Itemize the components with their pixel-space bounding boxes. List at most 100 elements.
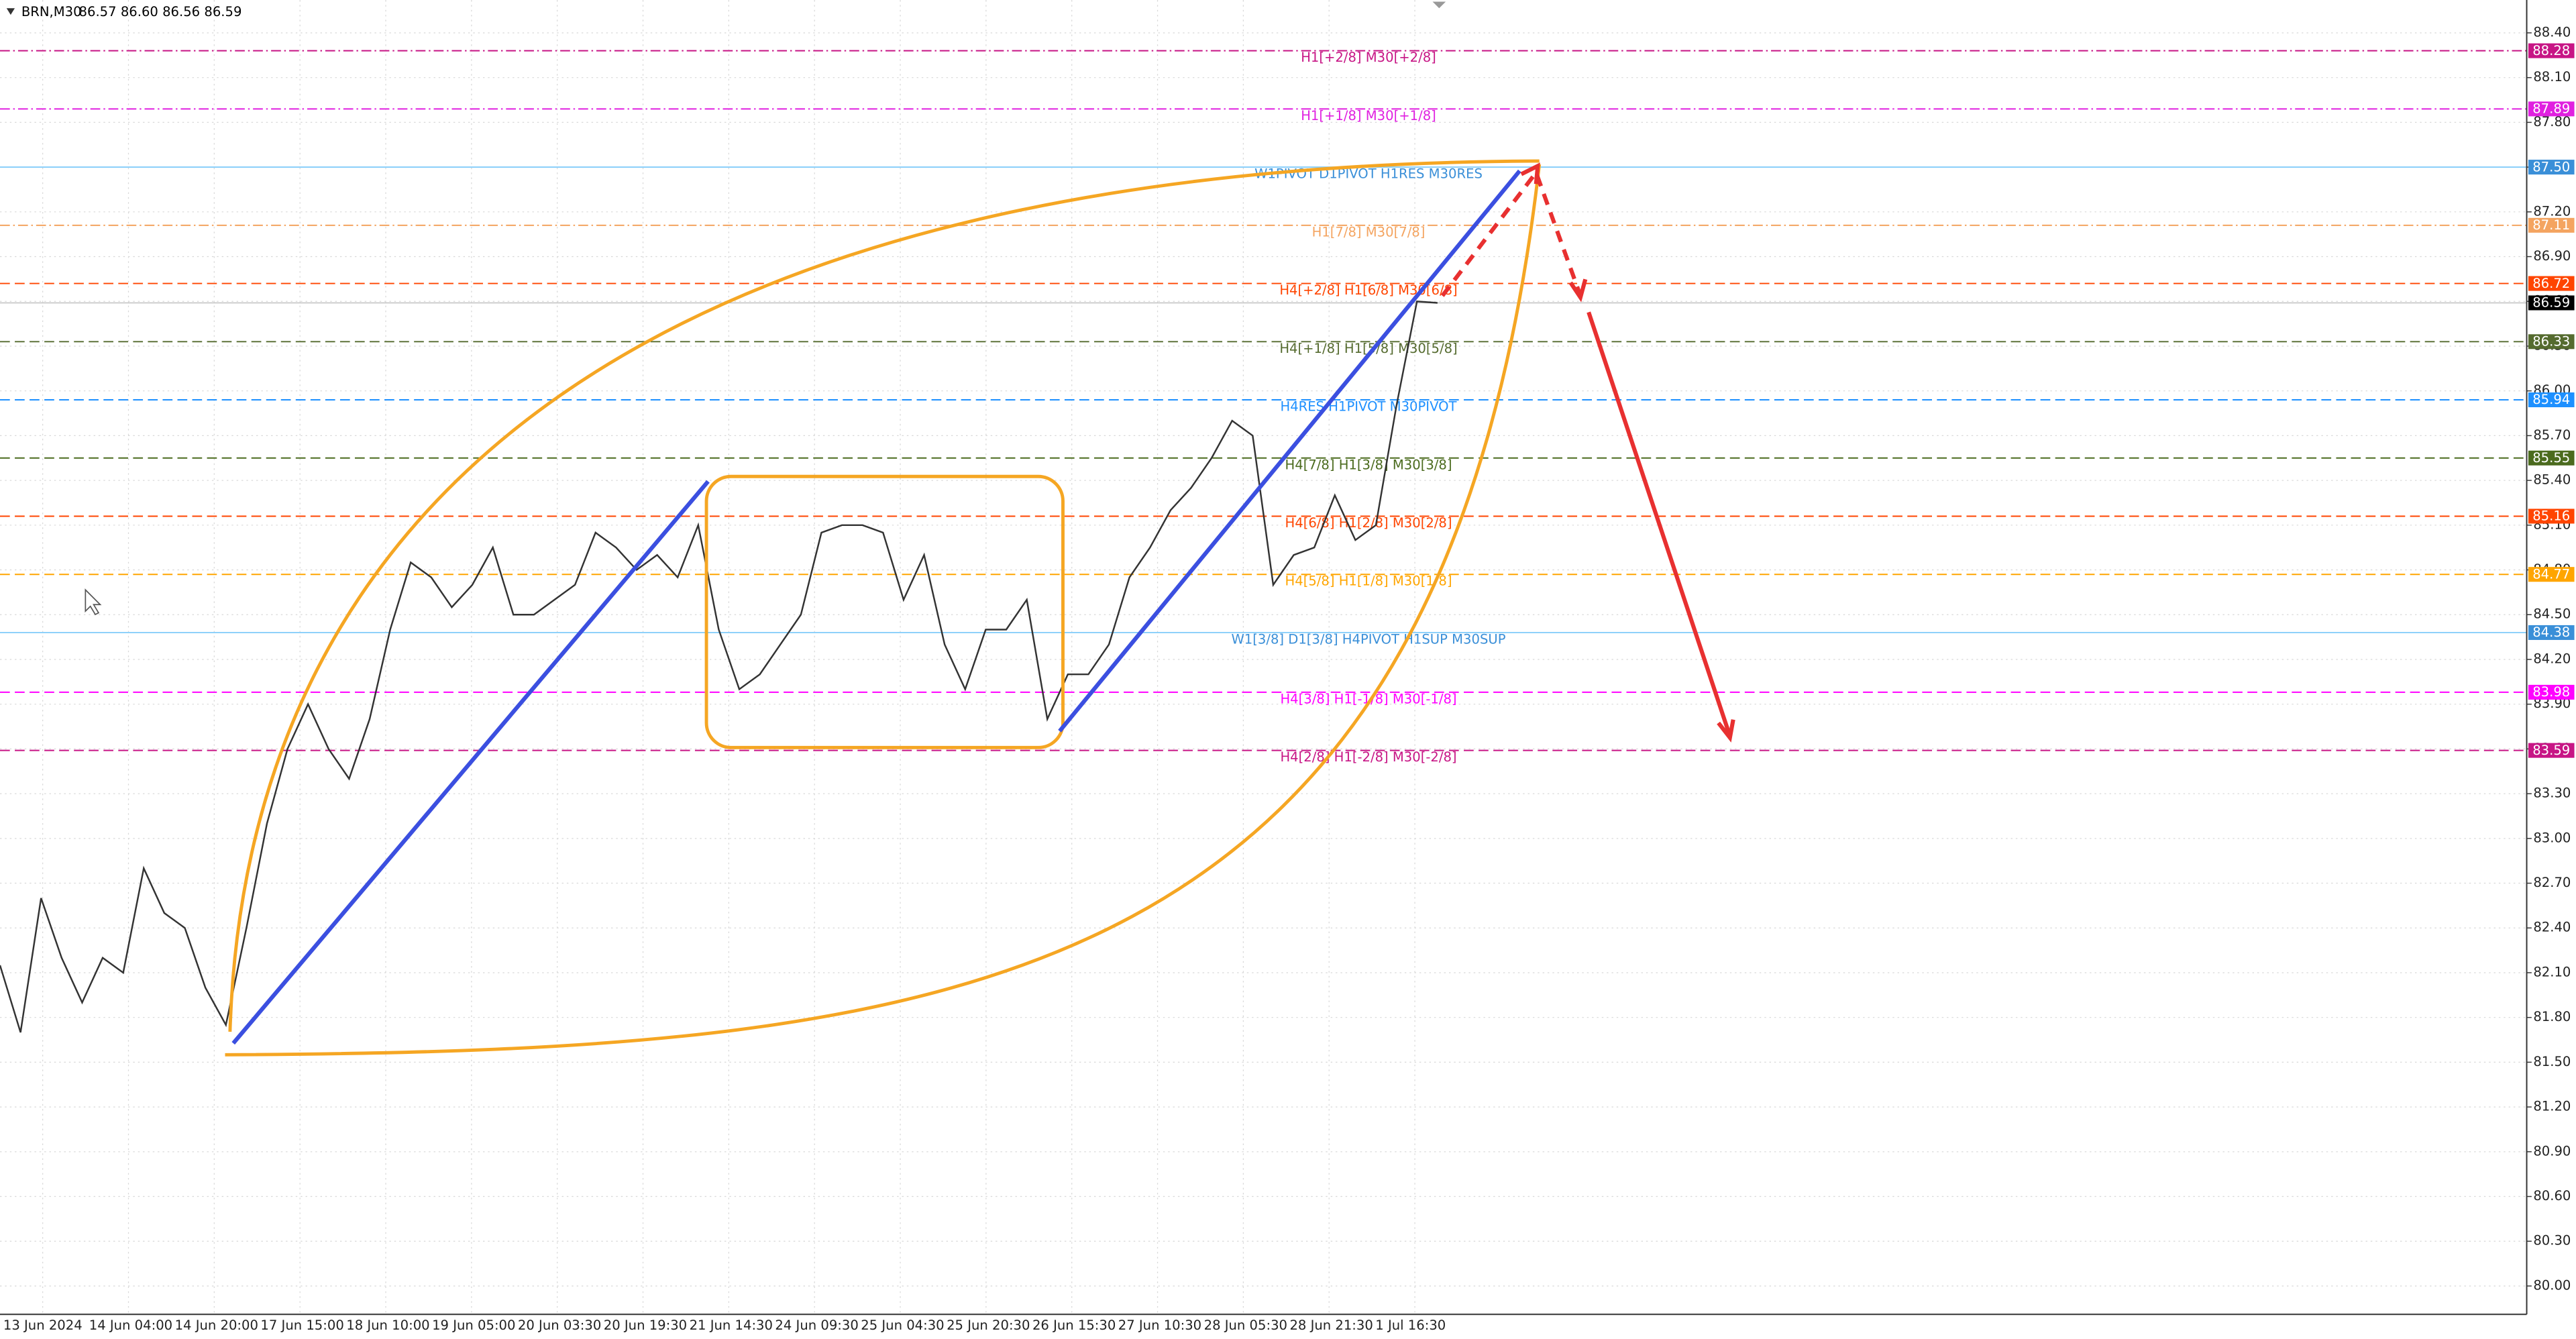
grid: [0, 0, 2527, 1315]
range-box: [704, 474, 1065, 749]
price-tag: [2528, 625, 2575, 640]
price-tag: [2528, 743, 2575, 758]
y-tick-label: 86.90: [2533, 248, 2571, 264]
price-tag-label: 85.16: [2532, 508, 2570, 524]
level-label: H4[6/8] H1[2/8] M30[2/8]: [1285, 515, 1452, 531]
axes: 80.00 80.30 80.60 80.90 81.20 81.50 81.80 82.10…: [3, 24, 2575, 1333]
x-tick-label: 24 Jun 09:30: [775, 1318, 858, 1333]
y-tick-label: 88.40: [2533, 24, 2571, 40]
levels: H1[+2/8] M30[+2/8] H1[+1/8] M30[+1/8] W1PI…: [0, 50, 2527, 765]
price-tag-label: 88.28: [2532, 43, 2570, 58]
arc-lower: [225, 164, 1542, 1057]
x-tick-label: 19 Jun 05:00: [432, 1318, 515, 1333]
x-tick-label: 18 Jun 10:00: [346, 1318, 429, 1333]
level-label: H1[+1/8] M30[+1/8]: [1301, 108, 1436, 123]
y-tick-label: 87.80: [2533, 114, 2571, 129]
y-tick-label: 88.10: [2533, 69, 2571, 85]
forecast-dashed: [1440, 168, 1582, 297]
y-tick-label: 80.00: [2533, 1277, 2571, 1293]
price-tag-label: 86.72: [2532, 276, 2570, 291]
y-tick-label: 85.70: [2533, 427, 2571, 443]
level-label: W1[3/8] D1[3/8] H4PIVOT H1SUP M30SUP: [1231, 631, 1505, 647]
arrow-head: [1717, 719, 1735, 743]
x-tick-label: 27 Jun 10:30: [1118, 1318, 1201, 1333]
x-tick-label: 14 Jun 04:00: [89, 1318, 172, 1333]
price-tag: [2528, 392, 2575, 408]
price: [0, 300, 1438, 1033]
scroll-marker: [1432, 1, 1446, 9]
price-tag: [2528, 567, 2575, 582]
y-tick-label: 80.90: [2533, 1143, 2571, 1159]
y-tick-label: 85.40: [2533, 472, 2571, 488]
y-tick-label: 84.20: [2533, 651, 2571, 666]
price-tag: [2528, 101, 2575, 117]
last-price-label: 86.59: [2532, 295, 2570, 311]
x-tick-label: 14 Jun 20:00: [175, 1318, 258, 1333]
price-tag-label: 84.38: [2532, 625, 2570, 640]
drawings: [85, 159, 1735, 1057]
level-label: H4[5/8] H1[1/8] M30[1/8]: [1285, 574, 1452, 589]
price-line: [0, 300, 1438, 1033]
price-tag-label: 87.89: [2532, 101, 2570, 117]
y-tick-label: 83.00: [2533, 830, 2571, 845]
price-tag: [2528, 334, 2575, 350]
symbol: BRN,M30: [21, 4, 82, 19]
price-tag: [2528, 276, 2575, 291]
price-tag-label: 83.98: [2532, 684, 2570, 700]
y-tick-label: 82.10: [2533, 964, 2571, 979]
level-label: H4[+2/8] H1[6/8] M30[6/8]: [1279, 282, 1457, 298]
price-tag: [2528, 43, 2575, 58]
ohlc: 86.57 86.60 86.56 86.59: [79, 4, 242, 19]
price-tag-label: 84.77: [2532, 566, 2570, 582]
level-label: H4[3/8] H1[-1/8] M30[-1/8]: [1280, 691, 1456, 706]
y-tick-label: 82.40: [2533, 920, 2571, 935]
level-label: H4[7/8] H1[3/8] M30[3/8]: [1285, 457, 1452, 472]
price-tag: [2528, 160, 2575, 175]
trend-line: [231, 480, 710, 1045]
y-tick-label: 80.30: [2533, 1233, 2571, 1248]
price-tag: [2528, 217, 2575, 233]
trend-line: [1058, 169, 1521, 733]
x-tick-label: 28 Jun 05:30: [1204, 1318, 1287, 1333]
y-tick-label: 81.80: [2533, 1009, 2571, 1024]
x-tick-label: 21 Jun 14:30: [690, 1318, 773, 1333]
price-tag: [2528, 684, 2575, 700]
level-label: H4[2/8] H1[-2/8] M30[-2/8]: [1280, 749, 1456, 765]
y-tick-label: 83.90: [2533, 696, 2571, 711]
level-label: H1[+2/8] M30[+2/8]: [1301, 50, 1436, 65]
x-tick-label: 26 Jun 15:30: [1032, 1318, 1116, 1333]
level-label: H4RES H1PIVOT M30PIVOT: [1280, 399, 1457, 415]
forecast-arrow: [1587, 311, 1732, 737]
x-tick-label: 1 Jul 16:30: [1375, 1318, 1446, 1333]
y-tick-label: 81.20: [2533, 1099, 2571, 1114]
menu-icon: [6, 8, 15, 15]
price-axis: [2526, 0, 2576, 1339]
y-tick-label: 82.70: [2533, 875, 2571, 890]
x-tick-label: 20 Jun 03:30: [518, 1318, 601, 1333]
x-tick-label: 28 Jun 21:30: [1289, 1318, 1373, 1333]
arc-upper: [228, 159, 1540, 1032]
price-tag-label: 86.33: [2532, 334, 2570, 350]
level-label: H4[+1/8] H1[5/8] M30[5/8]: [1279, 341, 1457, 356]
x-tick-label: 13 Jun 2024: [3, 1318, 83, 1333]
y-tick-label: 84.50: [2533, 606, 2571, 622]
cursor: [85, 588, 102, 616]
x-tick-label: 25 Jun 04:30: [861, 1318, 944, 1333]
x-tick-label: 25 Jun 20:30: [947, 1318, 1030, 1333]
price-tag: [2528, 508, 2575, 524]
y-tick-label: 81.50: [2533, 1054, 2571, 1069]
level-label: W1PIVOT D1PIVOT H1RES M30RES: [1254, 166, 1483, 182]
price-tag-label: 87.11: [2532, 217, 2570, 233]
x-tick-label: 20 Jun 19:30: [604, 1318, 687, 1333]
level-label: H1[7/8] M30[7/8]: [1312, 224, 1426, 239]
price-tag: [2528, 450, 2575, 466]
price-tag-label: 85.55: [2532, 450, 2570, 466]
price-tag-label: 85.94: [2532, 392, 2570, 407]
y-tick-label: 80.60: [2533, 1188, 2571, 1203]
price-tag-label: 87.50: [2532, 159, 2570, 174]
y-tick-label: 87.20: [2533, 203, 2571, 219]
last-price-tag: [2528, 295, 2575, 311]
arrow-heads: [1520, 162, 1588, 303]
